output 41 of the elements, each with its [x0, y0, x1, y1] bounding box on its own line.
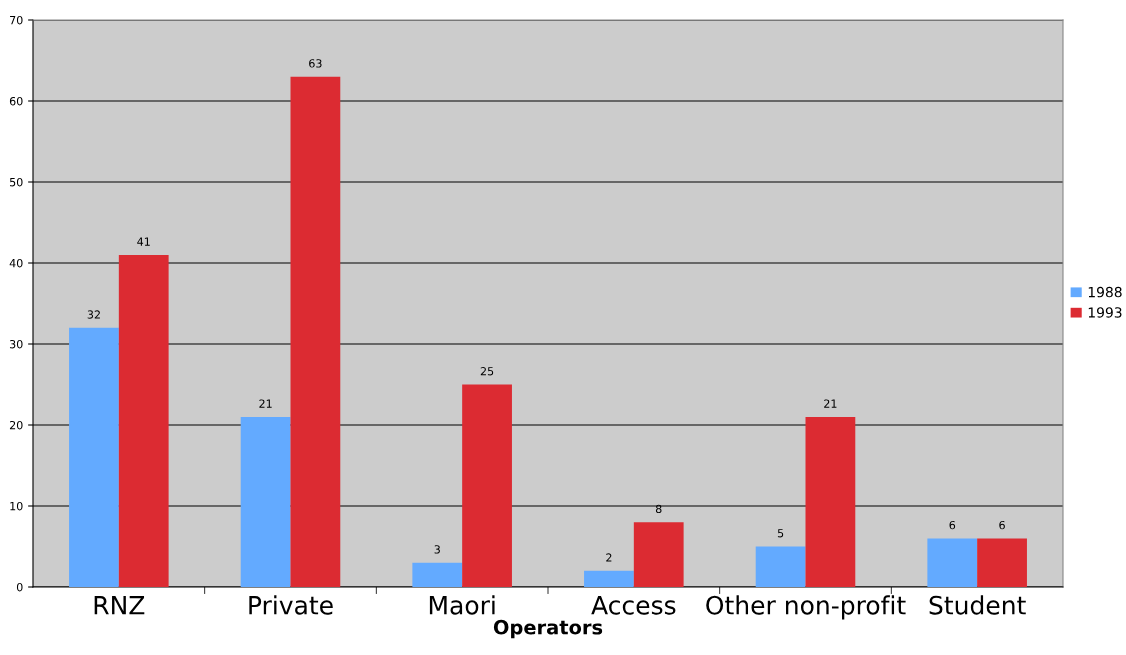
- x-tick-label: Maori: [429, 595, 495, 615]
- data-label: 21: [824, 399, 837, 408]
- y-tick-label: 70: [10, 15, 23, 25]
- x-tick-label: Private: [249, 595, 333, 615]
- bar: [755, 546, 806, 587]
- bar: [290, 76, 341, 587]
- bar: [977, 538, 1027, 587]
- bar: [118, 254, 169, 587]
- data-label: 63: [309, 59, 322, 68]
- y-tick-label: 40: [9, 258, 23, 268]
- bar: [633, 522, 684, 587]
- data-label: 3: [434, 545, 440, 554]
- legend-label: 1988: [1088, 286, 1122, 298]
- data-label: 5: [777, 529, 784, 538]
- data-label: 25: [480, 367, 494, 376]
- x-tick-label: Access: [591, 596, 676, 615]
- bar: [927, 538, 978, 587]
- y-tick-label: 30: [9, 339, 23, 349]
- data-label: 32: [87, 310, 100, 319]
- data-label: 6: [949, 520, 956, 530]
- y-tick-label: 60: [9, 96, 23, 106]
- bar: [462, 384, 512, 587]
- bar: [805, 416, 856, 587]
- legend-label: 1993: [1088, 307, 1122, 318]
- data-label: 41: [137, 237, 150, 246]
- x-tick-label: RNZ: [94, 596, 145, 615]
- bar: [584, 570, 634, 587]
- x-tick-label: Student: [929, 595, 1026, 615]
- data-label: 21: [259, 399, 272, 408]
- data-label: 8: [655, 504, 662, 514]
- bar: [412, 562, 463, 587]
- y-tick-label: 10: [10, 501, 23, 511]
- y-tick-label: 20: [9, 420, 23, 430]
- data-label: 6: [999, 520, 1005, 530]
- x-tick-label: Other non-profit: [706, 595, 906, 620]
- x-axis-title: Operators: [493, 619, 603, 639]
- y-tick-label: 50: [10, 177, 23, 187]
- data-label: 2: [606, 553, 612, 562]
- bar: [240, 416, 291, 587]
- y-tick-label: 0: [16, 582, 23, 592]
- bar: [69, 327, 119, 587]
